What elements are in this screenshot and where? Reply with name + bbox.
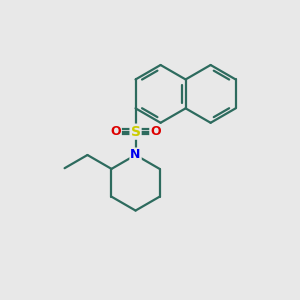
Text: S: S [130, 125, 141, 139]
Text: N: N [130, 148, 141, 161]
Text: O: O [110, 125, 121, 138]
Text: O: O [150, 125, 161, 138]
